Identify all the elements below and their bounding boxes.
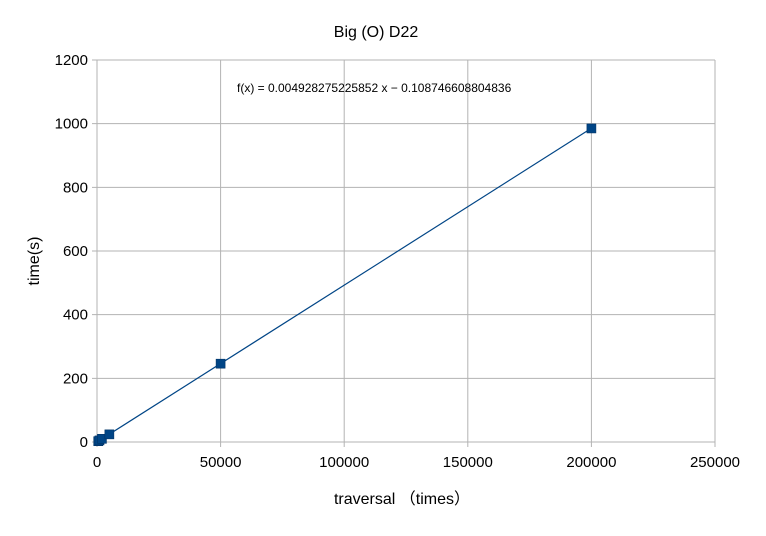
y-tick-label: 600	[63, 243, 88, 260]
chart-title: Big (O) D22	[334, 24, 419, 41]
data-point	[104, 429, 115, 440]
trendline-path	[97, 127, 592, 442]
y-tick-label: 200	[63, 370, 88, 387]
x-tick-label: 100000	[319, 454, 369, 471]
x-tick-label: 50000	[200, 454, 242, 471]
data-points	[93, 123, 597, 447]
y-axis-ticks: 0 200 400 600 800 1000 1200	[55, 52, 88, 451]
x-tick-label: 250000	[690, 454, 740, 471]
y-tick-label: 400	[63, 307, 88, 324]
grid	[92, 59, 716, 447]
x-tick-label: 200000	[566, 454, 616, 471]
y-axis-label: time(s)	[26, 237, 43, 286]
x-axis-ticks: 0 50000 100000 150000 200000 250000	[93, 454, 740, 471]
x-tick-label: 0	[93, 454, 101, 471]
x-axis-label: traversal （times）	[334, 490, 470, 508]
trendline	[97, 127, 592, 442]
data-point	[586, 123, 597, 134]
trendline-equation: f(x) = 0.004928275225852 x − 0.108746608…	[237, 81, 512, 95]
y-tick-label: 1200	[55, 52, 88, 69]
x-tick-label: 150000	[443, 454, 493, 471]
y-tick-label: 1000	[55, 116, 88, 133]
y-tick-label: 800	[63, 179, 88, 196]
y-tick-label: 0	[80, 434, 88, 451]
data-point	[215, 358, 226, 369]
